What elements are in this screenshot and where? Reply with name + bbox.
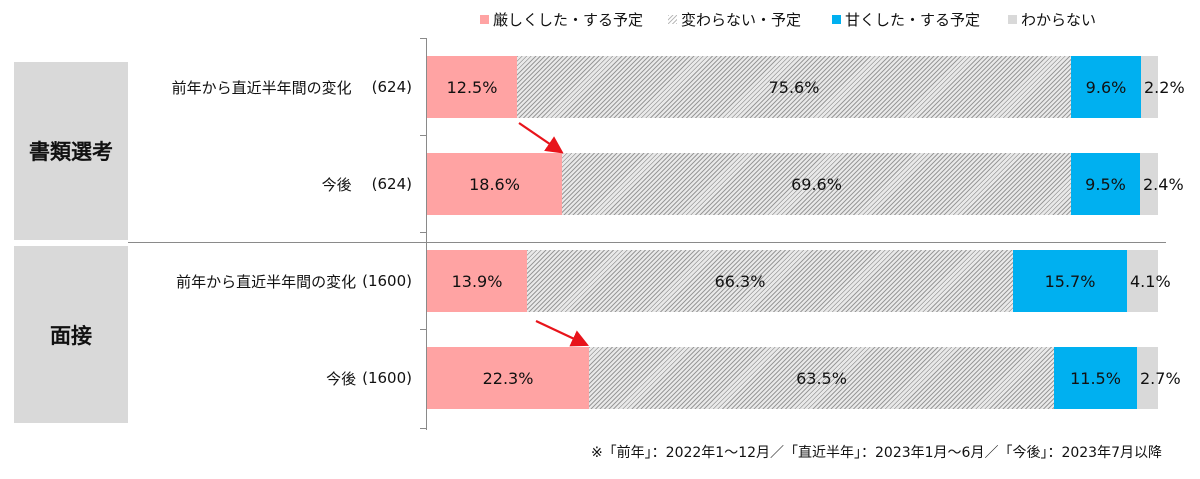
- axis-tick: [420, 135, 426, 136]
- row-sample-size: (1600): [362, 369, 412, 387]
- row-sample-size: (624): [371, 78, 412, 96]
- bar-segment-unchanged: 69.6%: [562, 153, 1071, 215]
- category-box-interview: 面接: [14, 246, 128, 423]
- axis-tick: [420, 329, 426, 330]
- row-sample-size: (1600): [362, 272, 412, 290]
- bar-segment-unknown: 2.7%: [1137, 347, 1181, 409]
- row-sample-size: (624): [371, 175, 412, 193]
- bar-segment-unknown: 4.1%: [1127, 250, 1171, 312]
- legend-label: 甘くした・する予定: [845, 10, 981, 29]
- category-label: 書類選考: [29, 140, 113, 164]
- legend-label: 変わらない・予定: [681, 10, 802, 29]
- row-label: 今後 (1600): [326, 347, 412, 409]
- row-label: 今後 (624): [322, 153, 412, 215]
- bar-segment-unknown: 2.4%: [1140, 153, 1184, 215]
- axis-tick: [420, 232, 426, 233]
- y-axis-line: [426, 38, 427, 430]
- legend-swatch-strict: [480, 14, 489, 24]
- legend-swatch-lenient: [832, 14, 841, 24]
- bar-segment-unchanged: 75.6%: [517, 56, 1071, 118]
- trend-arrow-icon: [535, 320, 589, 347]
- bar-segment-lenient: 11.5%: [1054, 347, 1137, 409]
- stacked-bar: 18.6% 69.6% 9.5% 2.4%: [427, 153, 1184, 215]
- legend-swatch-unchanged: [668, 14, 677, 24]
- trend-arrow-icon: [518, 122, 564, 154]
- legend-item-strict: 厳しくした・する予定: [480, 9, 643, 30]
- bar-segment-lenient: 9.6%: [1071, 56, 1141, 118]
- bar-segment-strict: 18.6%: [427, 153, 562, 215]
- legend-item-lenient: 甘くした・する予定: [832, 9, 980, 30]
- row-label: 前年から直近半年間の変化 (1600): [176, 250, 412, 312]
- stacked-bar: 12.5% 75.6% 9.6% 2.2%: [427, 56, 1185, 118]
- bar-segment-unchanged: 63.5%: [589, 347, 1054, 409]
- bar-segment-lenient: 15.7%: [1013, 250, 1127, 312]
- axis-tick: [420, 428, 426, 429]
- legend-item-unchanged: 変わらない・予定: [668, 9, 801, 30]
- row-label-text: 前年から直近半年間の変化: [171, 78, 352, 97]
- legend-swatch-unknown: [1008, 14, 1017, 24]
- row-label-text: 今後: [326, 369, 357, 388]
- row-label-text: 前年から直近半年間の変化: [176, 272, 357, 291]
- legend-item-unknown: わからない: [1008, 9, 1096, 30]
- legend-label: わからない: [1021, 10, 1097, 29]
- category-box-document-screening: 書類選考: [14, 62, 128, 240]
- bar-segment-unchanged: 66.3%: [527, 250, 1013, 312]
- bar-segment-strict: 22.3%: [427, 347, 589, 409]
- bar-segment-unknown: 2.2%: [1141, 56, 1185, 118]
- axis-tick: [420, 38, 426, 39]
- bar-segment-strict: 12.5%: [427, 56, 517, 118]
- row-label-text: 今後: [321, 175, 352, 194]
- row-label: 前年から直近半年間の変化 (624): [172, 56, 412, 118]
- stacked-bar: 22.3% 63.5% 11.5% 2.7%: [427, 347, 1181, 409]
- footnote: ※「前年」：2022年1～12月／「直近半年」：2023年1月～6月／「今後」：…: [590, 445, 1162, 461]
- stacked-bar: 13.9% 66.3% 15.7% 4.1%: [427, 250, 1171, 312]
- bar-segment-lenient: 9.5%: [1071, 153, 1140, 215]
- category-label: 面接: [50, 323, 92, 348]
- legend-label: 厳しくした・する予定: [493, 10, 644, 29]
- bar-segment-strict: 13.9%: [427, 250, 527, 312]
- group-separator-line: [128, 242, 1166, 243]
